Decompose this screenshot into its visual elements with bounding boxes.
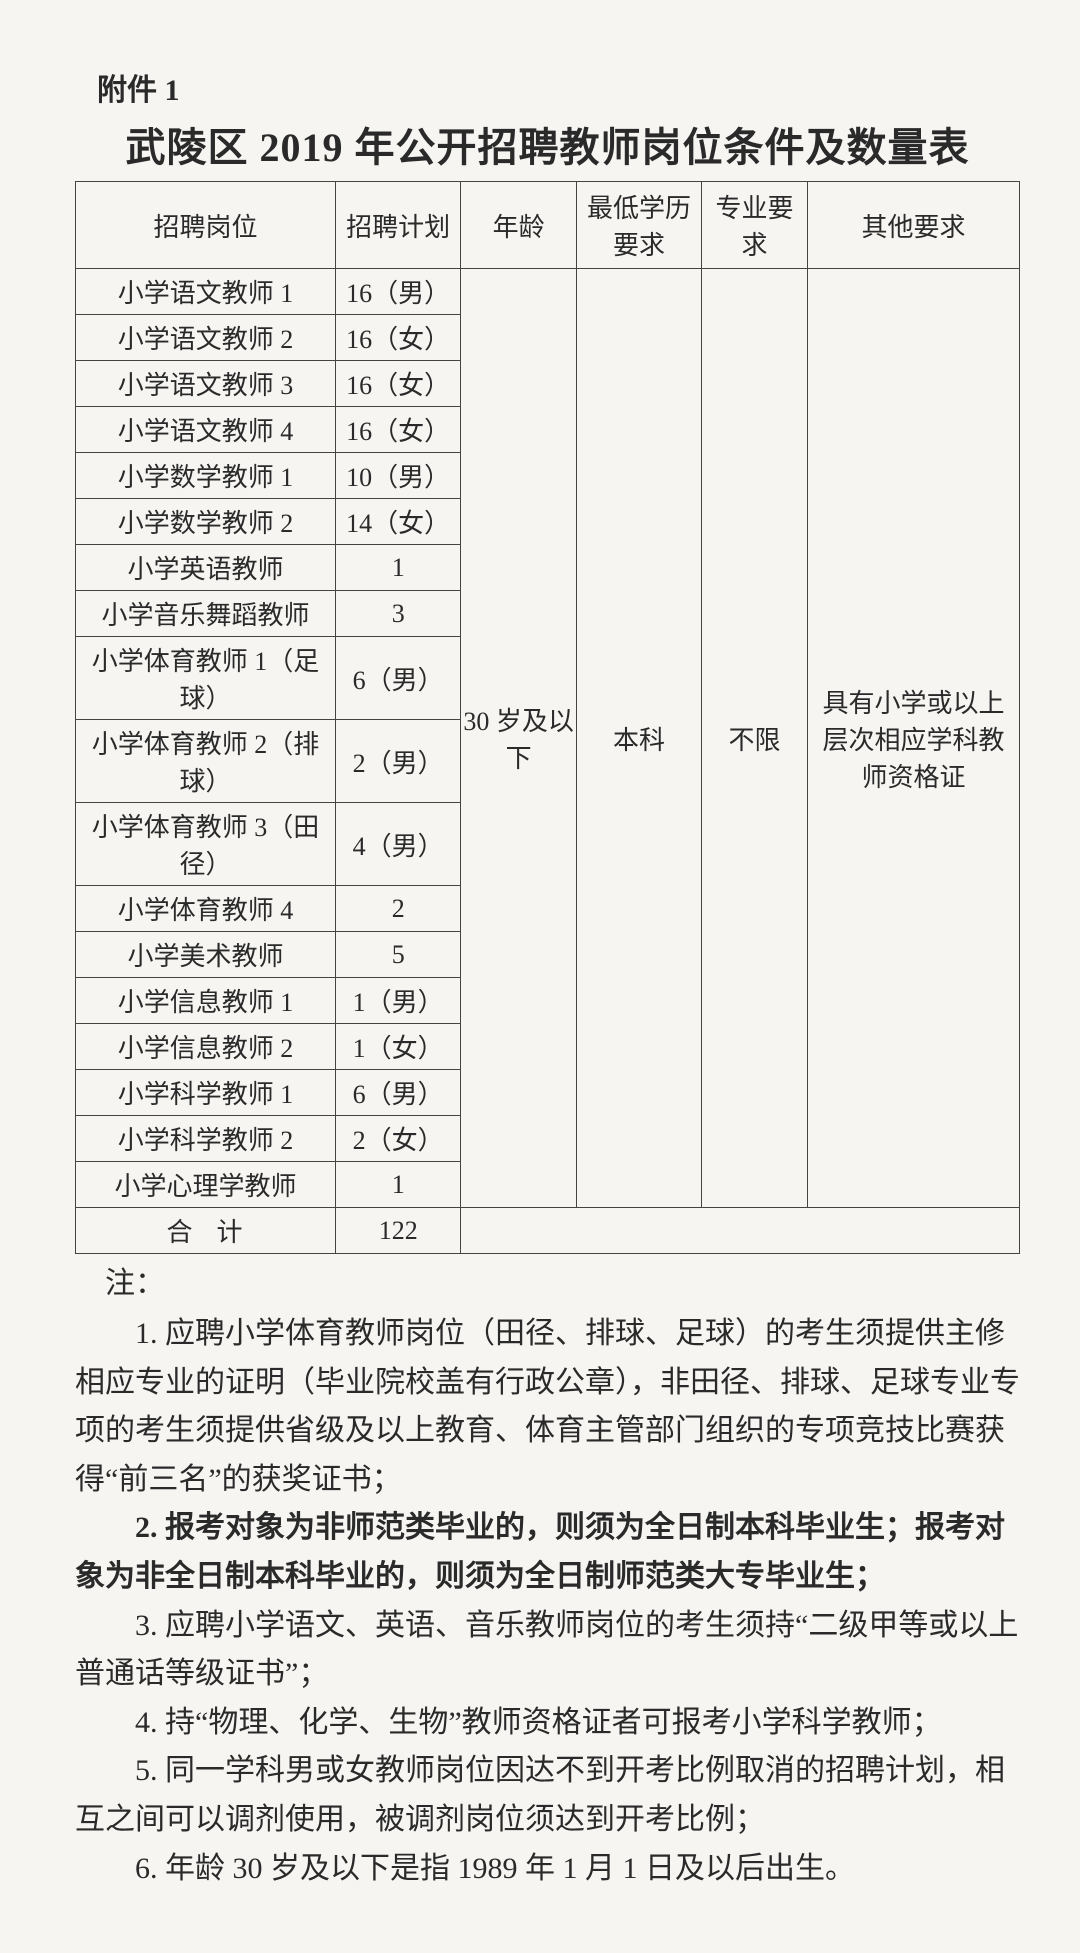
note-item: 5. 同一学科男或女教师岗位因达不到开考比例取消的招聘计划，相互之间可以调剂使用… — [75, 1747, 1020, 1844]
cell-plan: 16（女） — [336, 407, 461, 453]
cell-plan: 14（女） — [336, 499, 461, 545]
note-item: 3. 应聘小学语文、英语、音乐教师岗位的考生须持“二级甲等或以上普通话等级证书”… — [75, 1602, 1020, 1699]
table-body: 小学语文教师 116（男）30 岁及以下本科不限具有小学或以上层次相应学科教师资… — [76, 269, 1020, 1254]
cell-position: 小学音乐舞蹈教师 — [76, 591, 336, 637]
cell-position: 小学语文教师 4 — [76, 407, 336, 453]
table-total-row: 合计122 — [76, 1208, 1020, 1254]
cell-position: 小学体育教师 2（排球） — [76, 720, 336, 803]
total-label: 合计 — [76, 1208, 336, 1254]
cell-position: 小学体育教师 1（足球） — [76, 637, 336, 720]
attachment-label: 附件 1 — [97, 65, 1020, 109]
note-item: 4. 持“物理、化学、生物”教师资格证者可报考小学科学教师； — [75, 1699, 1020, 1748]
cell-plan: 1（男） — [336, 978, 461, 1024]
cell-position: 小学语文教师 2 — [76, 315, 336, 361]
cell-age: 30 岁及以下 — [461, 269, 577, 1208]
cell-position: 小学心理学教师 — [76, 1162, 336, 1208]
cell-position: 小学语文教师 1 — [76, 269, 336, 315]
cell-education: 本科 — [576, 269, 701, 1208]
cell-plan: 2（女） — [336, 1116, 461, 1162]
header-education: 最低学历要求 — [576, 182, 701, 269]
cell-plan: 16（女） — [336, 361, 461, 407]
cell-position: 小学体育教师 4 — [76, 886, 336, 932]
cell-plan: 5 — [336, 932, 461, 978]
cell-position: 小学科学教师 2 — [76, 1116, 336, 1162]
notes-section: 1. 应聘小学体育教师岗位（田径、排球、足球）的考生须提供主修相应专业的证明（毕… — [75, 1310, 1020, 1893]
cell-plan: 2（男） — [336, 720, 461, 803]
cell-position: 小学数学教师 2 — [76, 499, 336, 545]
cell-plan: 4（男） — [336, 803, 461, 886]
cell-position: 小学语文教师 3 — [76, 361, 336, 407]
table-row: 小学语文教师 116（男）30 岁及以下本科不限具有小学或以上层次相应学科教师资… — [76, 269, 1020, 315]
cell-major: 不限 — [702, 269, 808, 1208]
table-header-row: 招聘岗位 招聘计划 年龄 最低学历要求 专业要求 其他要求 — [76, 182, 1020, 269]
cell-position: 小学信息教师 1 — [76, 978, 336, 1024]
notes-heading: 注： — [75, 1258, 1020, 1302]
cell-plan: 10（男） — [336, 453, 461, 499]
cell-position: 小学体育教师 3（田径） — [76, 803, 336, 886]
note-item: 2. 报考对象为非师范类毕业的，则须为全日制本科毕业生；报考对象为非全日制本科毕… — [75, 1504, 1020, 1601]
cell-position: 小学信息教师 2 — [76, 1024, 336, 1070]
header-position: 招聘岗位 — [76, 182, 336, 269]
cell-plan: 6（男） — [336, 637, 461, 720]
cell-position: 小学英语教师 — [76, 545, 336, 591]
cell-plan: 2 — [336, 886, 461, 932]
cell-plan: 1 — [336, 545, 461, 591]
header-other: 其他要求 — [808, 182, 1020, 269]
header-age: 年龄 — [461, 182, 577, 269]
note-item: 1. 应聘小学体育教师岗位（田径、排球、足球）的考生须提供主修相应专业的证明（毕… — [75, 1310, 1020, 1504]
total-blank — [461, 1208, 1020, 1254]
document-title: 武陵区 2019 年公开招聘教师岗位条件及数量表 — [75, 115, 1020, 173]
cell-plan: 6（男） — [336, 1070, 461, 1116]
cell-other: 具有小学或以上层次相应学科教师资格证 — [808, 269, 1020, 1208]
cell-plan: 3 — [336, 591, 461, 637]
cell-position: 小学科学教师 1 — [76, 1070, 336, 1116]
note-item: 6. 年龄 30 岁及以下是指 1989 年 1 月 1 日及以后出生。 — [75, 1845, 1020, 1894]
header-plan: 招聘计划 — [336, 182, 461, 269]
cell-position: 小学美术教师 — [76, 932, 336, 978]
cell-plan: 16（男） — [336, 269, 461, 315]
header-major: 专业要求 — [702, 182, 808, 269]
recruitment-table: 招聘岗位 招聘计划 年龄 最低学历要求 专业要求 其他要求 小学语文教师 116… — [75, 181, 1020, 1254]
total-value: 122 — [336, 1208, 461, 1254]
cell-plan: 1（女） — [336, 1024, 461, 1070]
cell-plan: 16（女） — [336, 315, 461, 361]
cell-position: 小学数学教师 1 — [76, 453, 336, 499]
cell-plan: 1 — [336, 1162, 461, 1208]
